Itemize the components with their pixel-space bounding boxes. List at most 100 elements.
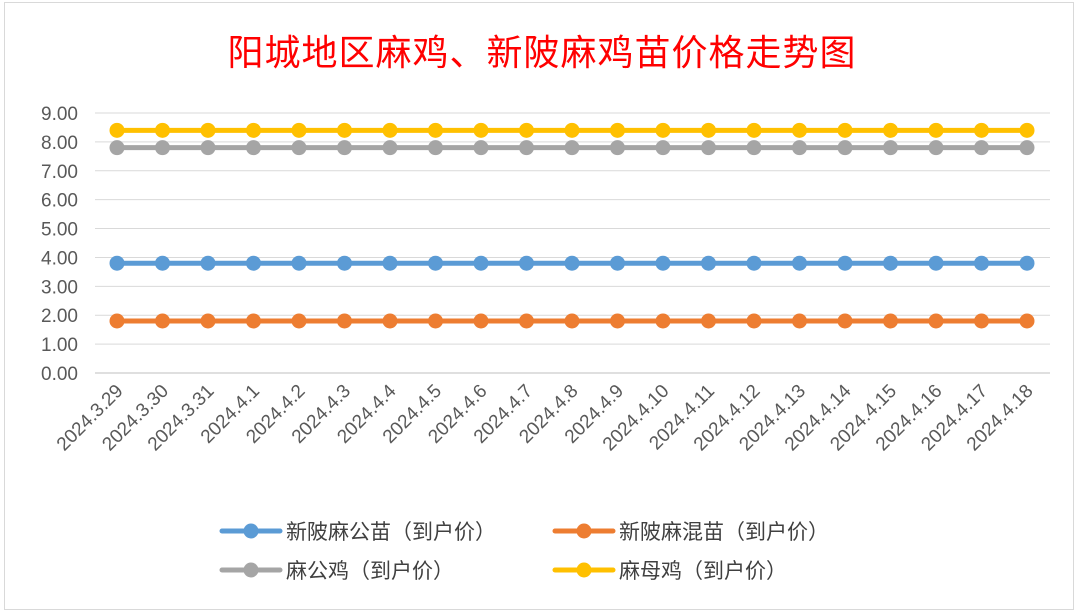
- data-point: [473, 122, 489, 138]
- data-point: [746, 140, 762, 156]
- data-point: [610, 140, 625, 156]
- data-point: [337, 255, 352, 271]
- y-tick-label: 5.00: [41, 220, 78, 241]
- data-point: [382, 255, 398, 271]
- data-point: [246, 313, 261, 329]
- series-3: [109, 140, 1035, 156]
- y-tick-label: 8.00: [41, 133, 78, 154]
- y-tick-label: 3.00: [41, 277, 78, 298]
- data-point: [200, 313, 216, 329]
- y-tick-label: 1.00: [41, 335, 78, 356]
- data-point: [428, 255, 443, 271]
- data-point: [200, 255, 216, 271]
- data-point: [155, 313, 170, 329]
- y-tick-label: 2.00: [41, 306, 78, 327]
- y-tick-label: 4.00: [41, 248, 78, 269]
- data-point: [655, 140, 671, 156]
- data-point: [701, 313, 716, 329]
- data-point: [928, 255, 944, 271]
- data-point: [655, 122, 671, 138]
- series-2: [109, 313, 1035, 329]
- data-point: [109, 313, 125, 329]
- data-point: [701, 122, 716, 138]
- data-point: [200, 140, 216, 156]
- data-point: [382, 313, 398, 329]
- legend-item: 麻公鸡（到户价）: [219, 559, 454, 583]
- data-point: [746, 255, 762, 271]
- series-plot: [109, 122, 1035, 329]
- data-point: [701, 140, 716, 156]
- data-point: [473, 255, 489, 271]
- data-point: [428, 122, 443, 138]
- data-point: [428, 313, 443, 329]
- data-point: [246, 140, 261, 156]
- data-point: [337, 122, 352, 138]
- data-point: [428, 140, 443, 156]
- legend-label: 麻母鸡（到户价）: [619, 559, 787, 583]
- data-point: [109, 122, 125, 138]
- data-point: [291, 140, 307, 156]
- data-point: [837, 255, 853, 271]
- data-point: [109, 140, 125, 156]
- data-point: [655, 313, 671, 329]
- y-axis-ticks: 0.00 1.00 2.00 3.00 4.00 5.00 6.00 7.00 8.00 9.00: [41, 104, 78, 385]
- data-point: [1019, 140, 1035, 156]
- chart-area: [4, 2, 1074, 610]
- data-point: [382, 122, 398, 138]
- y-tick-label: 7.00: [41, 162, 78, 183]
- legend-label: 新陂麻公苗（到户价）: [286, 520, 496, 544]
- data-point: [837, 140, 853, 156]
- legend-swatch-marker: [243, 562, 259, 578]
- data-point: [291, 255, 307, 271]
- data-point: [837, 313, 853, 329]
- data-point: [792, 140, 807, 156]
- data-point: [473, 140, 489, 156]
- data-point: [382, 140, 398, 156]
- data-point: [883, 255, 898, 271]
- x-axis-ticks: 2024.3.292024.3.302024.3.312024.4.12024.…: [53, 380, 1038, 455]
- data-point: [473, 313, 489, 329]
- chart-title: 阳城地区麻鸡、新陂麻鸡苗价格走势图: [227, 33, 857, 74]
- legend-item: 麻母鸡（到户价）: [552, 559, 787, 583]
- legend-label: 新陂麻混苗（到户价）: [619, 520, 829, 544]
- data-point: [883, 140, 898, 156]
- data-point: [701, 255, 716, 271]
- data-point: [928, 140, 944, 156]
- data-point: [200, 122, 216, 138]
- data-point: [155, 255, 170, 271]
- legend: 新陂麻公苗（到户价） 新陂麻混苗（到户价） 麻公鸡（到户价） 麻母鸡（到户价）: [219, 520, 829, 583]
- data-point: [792, 313, 807, 329]
- legend-item: 新陂麻公苗（到户价）: [219, 520, 496, 544]
- data-point: [928, 313, 944, 329]
- data-point: [974, 140, 989, 156]
- data-point: [291, 122, 307, 138]
- data-point: [746, 122, 762, 138]
- data-point: [974, 255, 989, 271]
- legend-swatch-marker: [576, 562, 592, 578]
- y-tick-label: 6.00: [41, 191, 78, 212]
- data-point: [1019, 255, 1035, 271]
- data-point: [337, 313, 352, 329]
- data-point: [246, 122, 261, 138]
- data-point: [928, 122, 944, 138]
- data-point: [792, 122, 807, 138]
- data-point: [564, 255, 580, 271]
- series-4: [109, 122, 1035, 138]
- data-point: [1019, 313, 1035, 329]
- data-point: [974, 313, 989, 329]
- data-point: [564, 140, 580, 156]
- y-tick-label: 0.00: [41, 364, 78, 385]
- data-point: [155, 140, 170, 156]
- data-point: [655, 255, 671, 271]
- data-point: [109, 255, 125, 271]
- data-point: [610, 122, 625, 138]
- series-1: [109, 255, 1035, 271]
- data-point: [837, 122, 853, 138]
- y-tick-label: 9.00: [41, 104, 78, 125]
- legend-swatch-marker: [576, 523, 592, 539]
- data-point: [610, 255, 625, 271]
- data-point: [564, 313, 580, 329]
- data-point: [519, 313, 534, 329]
- data-point: [883, 313, 898, 329]
